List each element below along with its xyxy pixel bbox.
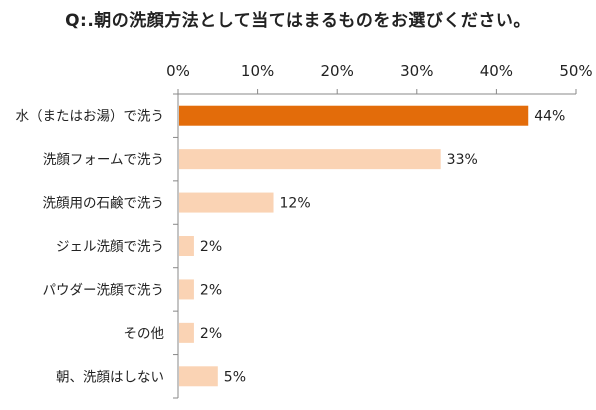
- data-label: 44%: [534, 109, 565, 125]
- x-tick-label: 50%: [559, 62, 592, 80]
- data-label: 2%: [200, 282, 222, 298]
- bar: [179, 149, 441, 170]
- x-tick-label: 30%: [400, 62, 433, 80]
- data-label: 2%: [200, 326, 222, 342]
- data-label: 2%: [200, 239, 222, 255]
- category-label: 洗顔フォームで洗う: [43, 152, 164, 168]
- category-label: 朝、洗顔はしない: [56, 369, 164, 385]
- data-labels: 44% 33% 12% 2% 2% 2% 5%: [200, 109, 565, 386]
- bar: [179, 279, 194, 300]
- x-tick-label: 20%: [321, 62, 354, 80]
- category-label: パウダー洗顔で洗う: [43, 282, 165, 298]
- bar: [179, 192, 274, 213]
- axes: [173, 89, 577, 399]
- bar: [179, 322, 194, 343]
- category-label: その他: [124, 326, 165, 342]
- x-tick-label: 0%: [166, 62, 190, 80]
- chart-title: Q:.朝の洗顔方法として当てはまるものをお選びください。: [65, 11, 531, 31]
- category-label: 洗顔用の石鹸で洗う: [43, 196, 165, 212]
- bars: [179, 105, 529, 387]
- data-label: 12%: [280, 196, 311, 212]
- bar: [179, 236, 194, 256]
- x-axis-ticks: 0% 10% 20% 30% 40% 50%: [166, 62, 593, 80]
- data-label: 5%: [224, 369, 246, 385]
- x-tick-label: 40%: [480, 62, 513, 80]
- category-labels: 水（またはお湯）で洗う洗顔フォームで洗う洗顔用の石鹸で洗うジェル洗顔で洗うパウダ…: [16, 108, 165, 386]
- bar: [179, 366, 218, 387]
- data-label: 33%: [447, 152, 478, 168]
- x-tick-label: 10%: [241, 62, 274, 80]
- bar: [179, 105, 529, 126]
- category-label: 水（またはお湯）で洗う: [16, 108, 165, 125]
- category-label: ジェル洗顔で洗う: [56, 239, 164, 255]
